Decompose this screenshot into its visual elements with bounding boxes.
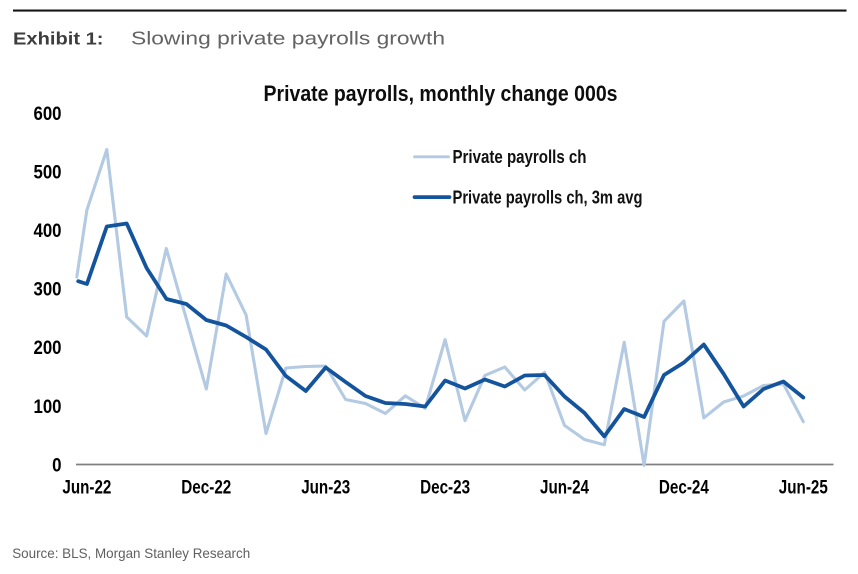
svg-text:400: 400 [34,221,62,242]
svg-text:100: 100 [34,397,62,418]
svg-text:500: 500 [34,162,62,183]
svg-text:Private payrolls ch, 3m avg: Private payrolls ch, 3m avg [453,187,643,207]
svg-text:Jun-24: Jun-24 [540,477,589,498]
svg-text:Private payrolls, monthly chan: Private payrolls, monthly change 000s [264,81,618,106]
svg-text:Dec-23: Dec-23 [420,477,470,498]
svg-text:Exhibit 1:: Exhibit 1: [13,29,104,49]
svg-text:Source: BLS, Morgan Stanley Re: Source: BLS, Morgan Stanley Research [12,545,250,561]
svg-text:Dec-22: Dec-22 [181,477,231,498]
svg-text:Slowing private payrolls growt: Slowing private payrolls growth [131,29,445,49]
svg-text:600: 600 [34,104,62,125]
svg-text:300: 300 [34,280,62,301]
svg-text:0: 0 [52,455,61,476]
svg-text:Private payrolls ch: Private payrolls ch [453,147,587,167]
svg-text:200: 200 [34,338,62,359]
svg-text:Jun-25: Jun-25 [779,477,828,498]
svg-text:Dec-24: Dec-24 [659,477,709,498]
svg-text:Jun-23: Jun-23 [301,477,350,498]
svg-text:Jun-22: Jun-22 [62,477,111,498]
